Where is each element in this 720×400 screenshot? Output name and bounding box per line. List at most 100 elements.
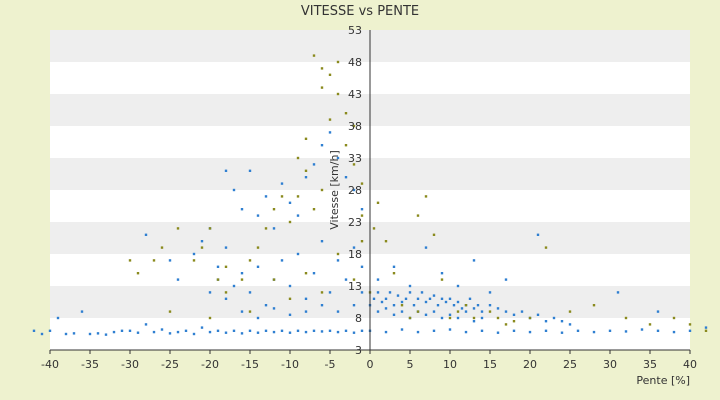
data-point (472, 259, 476, 262)
data-point (136, 272, 140, 275)
data-point (560, 331, 564, 334)
data-point (288, 201, 292, 204)
data-point (360, 214, 364, 217)
data-point (464, 304, 468, 307)
data-point (576, 329, 580, 332)
data-point (176, 278, 180, 281)
data-point (480, 310, 484, 313)
data-point (468, 297, 472, 300)
data-point (384, 307, 388, 310)
data-point (688, 329, 692, 332)
data-point (544, 246, 548, 249)
data-point (420, 291, 424, 294)
data-point (460, 307, 464, 310)
data-point (432, 310, 436, 313)
data-point (448, 328, 452, 331)
data-point (376, 201, 380, 204)
data-point (208, 227, 212, 230)
data-point (272, 307, 276, 310)
chart-title: VITESSE vs PENTE (301, 4, 419, 19)
y-tick-label: 38 (348, 120, 362, 133)
data-point (480, 329, 484, 332)
data-point (360, 291, 364, 294)
data-point (64, 332, 68, 336)
data-point (288, 220, 292, 224)
data-point (240, 272, 244, 275)
data-point (488, 291, 492, 294)
data-point (128, 329, 132, 332)
data-point (288, 297, 292, 300)
data-point (372, 227, 376, 230)
data-point (416, 310, 420, 313)
data-point (240, 332, 244, 335)
data-point (488, 310, 492, 313)
data-point (72, 332, 76, 335)
data-point (168, 310, 172, 313)
data-point (352, 124, 356, 128)
data-point (456, 316, 460, 320)
data-point (384, 297, 388, 300)
data-point (312, 163, 316, 166)
data-point (304, 176, 308, 179)
data-point (424, 246, 428, 249)
data-point (360, 329, 364, 332)
data-point (520, 310, 524, 313)
data-point (384, 330, 388, 334)
data-point (56, 316, 60, 320)
data-point (672, 316, 676, 320)
x-tick-labels: -40 -35 -30 -25 -20 -15 -10 -5 0 5 10 15 20 25 30 35 40 (41, 350, 697, 371)
data-point (256, 331, 260, 334)
data-point (256, 265, 260, 268)
data-point (496, 331, 500, 334)
y-tick-label: 33 (348, 152, 362, 165)
data-point (464, 310, 468, 313)
data-point (232, 329, 236, 332)
data-point (592, 304, 596, 307)
data-point (288, 331, 292, 334)
data-point (392, 313, 396, 316)
data-point (448, 313, 452, 316)
data-point (88, 332, 92, 336)
y-tick-label: 48 (348, 56, 362, 69)
data-point (352, 304, 356, 307)
data-point (440, 272, 444, 275)
data-point (48, 329, 52, 332)
data-point (360, 240, 364, 243)
data-point (328, 118, 332, 121)
data-point (472, 316, 476, 320)
data-point (144, 323, 148, 326)
x-tick-label: -40 (41, 358, 59, 371)
data-point (344, 329, 348, 332)
data-point (328, 329, 332, 332)
data-point (224, 331, 228, 334)
data-point (552, 316, 556, 320)
data-point (224, 169, 228, 172)
data-point (296, 329, 300, 332)
data-point (440, 297, 444, 300)
y-tick-label: 23 (348, 216, 362, 229)
data-point (320, 304, 324, 307)
data-point (304, 169, 308, 172)
data-point (256, 316, 260, 320)
x-tick-label: -10 (281, 358, 299, 371)
data-point (568, 323, 572, 326)
data-point (176, 330, 180, 334)
data-point (380, 300, 384, 304)
data-point (152, 330, 156, 334)
x-tick-label: -35 (81, 358, 99, 371)
data-point (656, 310, 660, 313)
data-point (224, 297, 228, 300)
x-tick-label: -20 (201, 358, 219, 371)
data-point (436, 304, 440, 307)
data-point (40, 332, 44, 336)
data-point (288, 313, 292, 316)
data-point (304, 330, 308, 334)
data-point (272, 330, 276, 334)
data-point (360, 182, 364, 185)
x-tick-label: 35 (643, 358, 657, 371)
data-point (504, 310, 508, 313)
x-tick-label: 30 (603, 358, 617, 371)
